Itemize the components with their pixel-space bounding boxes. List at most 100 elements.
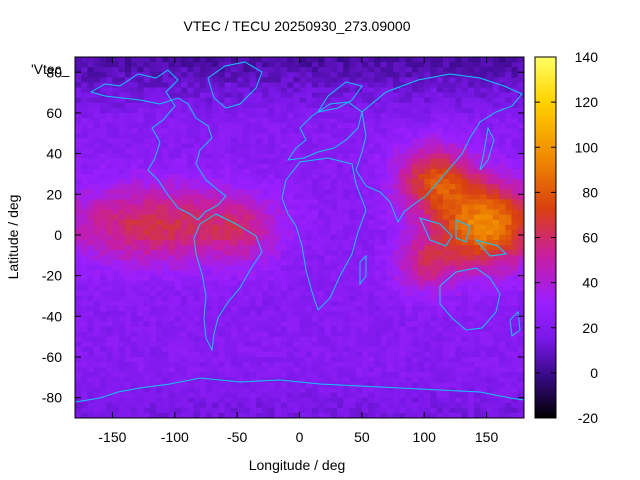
heatmap-cell (293, 346, 301, 353)
heatmap-cell (212, 306, 220, 312)
heatmap-cell (143, 407, 151, 414)
heatmap-cell (393, 194, 400, 200)
heatmap-cell (280, 295, 288, 302)
heatmap-cell (137, 407, 145, 414)
heatmap-cell (374, 285, 382, 292)
heatmap-cell (492, 402, 500, 409)
heatmap-cell (168, 295, 176, 302)
heatmap-cell (305, 362, 313, 368)
heatmap-cell (218, 351, 226, 358)
heatmap-cell (262, 214, 269, 221)
heatmap-cell (318, 87, 326, 94)
heatmap-cell (137, 392, 145, 399)
heatmap-cell (449, 123, 457, 129)
heatmap-cell (99, 158, 107, 165)
heatmap-cell (199, 82, 207, 89)
heatmap-cell (205, 133, 213, 139)
heatmap-cell (230, 290, 238, 297)
heatmap-cell (318, 280, 326, 287)
heatmap-cell (137, 306, 145, 312)
heatmap-cell (368, 102, 375, 109)
heatmap-cell (268, 255, 276, 261)
heatmap-cell (324, 77, 332, 84)
heatmap-cell (405, 173, 413, 180)
heatmap-cell (486, 224, 494, 231)
heatmap-cell (486, 102, 494, 109)
heatmap-cell (93, 407, 101, 414)
heatmap-cell (467, 234, 475, 241)
heatmap-cell (193, 331, 201, 338)
heatmap-cell (87, 173, 95, 180)
heatmap-cell (143, 143, 151, 150)
heatmap-cell (461, 138, 469, 145)
heatmap-cell (106, 372, 114, 378)
heatmap-cell (405, 107, 413, 114)
heatmap-cell (368, 107, 375, 114)
heatmap-cell (393, 168, 400, 175)
heatmap-cell (212, 270, 220, 277)
heatmap-cell (417, 163, 425, 170)
heatmap-cell (255, 153, 263, 160)
heatmap-cell (218, 173, 226, 180)
heatmap-cell (324, 377, 332, 383)
heatmap-cell (274, 133, 282, 139)
heatmap-cell (374, 158, 382, 165)
heatmap-cell (430, 62, 438, 68)
heatmap-cell (486, 392, 494, 399)
heatmap-cell (81, 57, 89, 63)
heatmap-cell (156, 402, 163, 409)
heatmap-cell (511, 306, 519, 312)
heatmap-cell (162, 290, 170, 297)
heatmap-cell (449, 158, 457, 165)
heatmap-cell (424, 240, 432, 246)
heatmap-cell (162, 173, 170, 180)
heatmap-cell (442, 128, 450, 134)
heatmap-cell (187, 57, 195, 63)
heatmap-cell (411, 311, 419, 317)
heatmap-cell (324, 351, 332, 358)
heatmap-cell (380, 209, 388, 216)
heatmap-cell (399, 245, 407, 251)
heatmap-cell (480, 102, 488, 109)
heatmap-cell (212, 158, 220, 165)
heatmap-cell (386, 158, 394, 165)
heatmap-cell (349, 234, 357, 241)
heatmap-cell (224, 301, 232, 307)
heatmap-cell (75, 250, 82, 256)
heatmap-cell (293, 285, 301, 292)
heatmap-cell (262, 397, 269, 404)
heatmap-cell (505, 229, 513, 236)
heatmap-cell (505, 234, 513, 241)
heatmap-cell (112, 123, 120, 129)
heatmap-cell (324, 62, 332, 68)
heatmap-cell (87, 158, 95, 165)
heatmap-cell (93, 260, 101, 267)
heatmap-cell (405, 372, 413, 378)
heatmap-cell (193, 245, 201, 251)
heatmap-cell (461, 112, 469, 119)
heatmap-cell (417, 77, 425, 84)
heatmap-cell (81, 356, 89, 363)
heatmap-cell (442, 265, 450, 272)
heatmap-cell (81, 128, 89, 134)
heatmap-cell (199, 199, 207, 206)
heatmap-cell (131, 316, 138, 322)
heatmap-cell (436, 265, 444, 272)
heatmap-cell (187, 204, 195, 211)
heatmap-cell (218, 301, 226, 307)
heatmap-cell (480, 82, 488, 89)
heatmap-cell (93, 143, 101, 150)
heatmap-cell (118, 245, 126, 251)
heatmap-cell (318, 92, 326, 99)
heatmap-cell (143, 173, 151, 180)
heatmap-cell (374, 316, 382, 322)
heatmap-cell (474, 138, 481, 145)
heatmap-cell (237, 290, 244, 297)
heatmap-cell (324, 295, 332, 302)
heatmap-cell (131, 285, 138, 292)
heatmap-cell (193, 346, 201, 353)
heatmap-cell (405, 301, 413, 307)
heatmap-cell (181, 397, 188, 404)
heatmap-cell (262, 362, 269, 368)
heatmap-cell (505, 133, 513, 139)
